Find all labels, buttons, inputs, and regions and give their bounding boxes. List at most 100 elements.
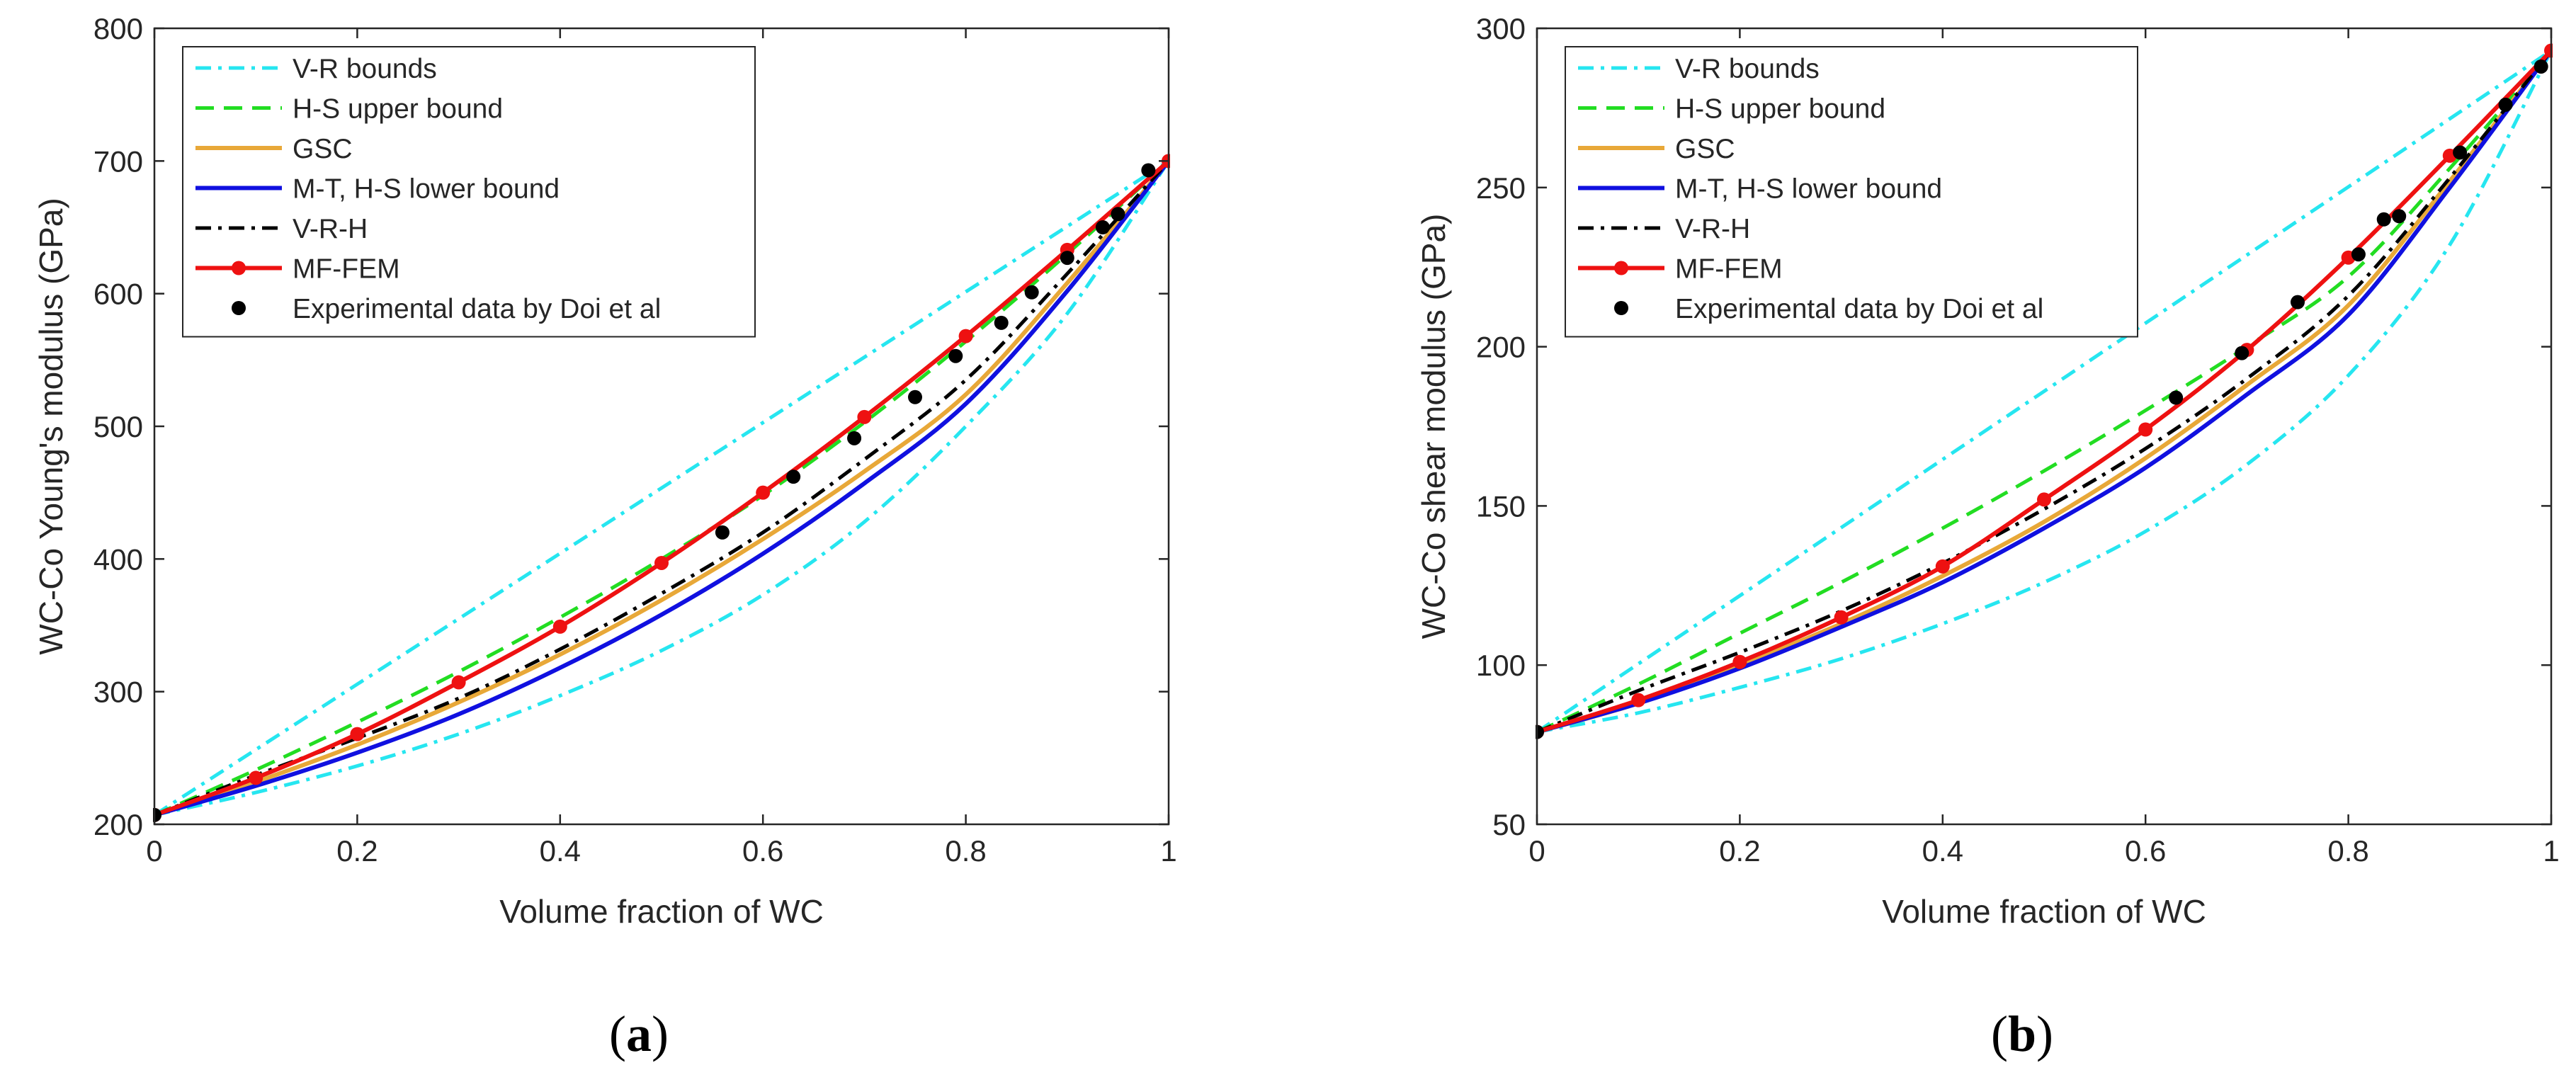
y-tick-label: 700 [93,144,143,178]
data-point-experimental-data-by-doi-et-al [715,525,730,540]
data-point-mf-fem [958,329,973,343]
series-line-v-r-bounds [153,159,1170,817]
series-line-m-t-h-s-lower-bound [154,159,1170,817]
caption-b: (b) [1991,1006,2053,1062]
legend-label-gsc: GSC [293,134,353,164]
data-point-experimental-data-by-doi-et-al [2376,212,2391,227]
legend-label-m-t-h-s-lower-bound: M-T, H-S lower bound [293,174,560,205]
legend-label-h-s-upper-bound: H-S upper bound [293,94,503,125]
series-line-h-s-upper-bound [153,159,1170,817]
series-line-v-r-bounds [1536,49,2553,734]
y-tick-label: 500 [93,410,143,443]
y-tick-label: 200 [1476,331,1526,364]
data-point-experimental-data-by-doi-et-al [1060,251,1074,266]
x-tick-label: 0 [1528,834,1545,868]
legend: V-R bounds H-S upper bound GSC M-T, H-S low… [182,46,756,338]
series-layer [153,154,1170,822]
y-tick-label: 300 [1476,12,1526,45]
plot-frame [1536,27,2553,826]
data-point-experimental-data-by-doi-et-al [1111,207,1125,222]
data-point-experimental-data-by-doi-et-al [1141,163,1156,178]
series-line-mf-fem [153,159,1170,817]
legend-swatch-experimental-data-by-doi-et-al [232,301,246,315]
data-point-mf-fem [756,485,771,500]
legend-label-experimental-data-by-doi-et-al: Experimental data by Doi et al [293,294,661,324]
x-tick-label: 0.8 [2327,834,2368,868]
legend-label-experimental-data-by-doi-et-al: Experimental data by Doi et al [1675,294,2043,324]
y-tick-label: 100 [1476,649,1526,682]
data-point-experimental-data-by-doi-et-al [2351,247,2366,262]
data-point-mf-fem [552,619,567,634]
data-point-mf-fem [1834,610,1849,625]
y-tick-label: 600 [93,278,143,311]
data-point-mf-fem [857,409,872,424]
x-tick-label: 0.4 [540,834,581,868]
legend-label-mf-fem: MF-FEM [293,254,400,285]
legend-marker-mf-fem [1614,261,1628,275]
data-point-experimental-data-by-doi-et-al [948,348,963,363]
data-point-mf-fem [1631,693,1646,707]
data-point-mf-fem [451,675,466,690]
data-point-experimental-data-by-doi-et-al [2235,346,2249,360]
series-line-gsc [1536,49,2553,734]
legend-label-gsc: GSC [1675,134,1735,164]
series-line-v-r-h [1536,49,2553,734]
legend-marker-mf-fem [232,261,246,275]
data-point-experimental-data-by-doi-et-al [2453,145,2468,160]
y-tick-label: 50 [1492,808,1526,841]
x-tick-label: 1 [1160,834,1176,868]
data-point-experimental-data-by-doi-et-al [2291,295,2305,309]
data-point-experimental-data-by-doi-et-al [1024,285,1039,300]
x-tick-label: 0 [146,834,162,868]
y-tick-label: 800 [93,12,143,45]
series-line-h-s-upper-bound [1536,49,2553,734]
x-tick-label: 0.4 [1922,834,1963,868]
legend-label-v-r-h: V-R-H [1675,214,1750,244]
data-point-mf-fem [1935,559,1950,574]
series-line-m-t-h-s-lower-bound [1536,49,2553,734]
data-point-experimental-data-by-doi-et-al [786,470,801,484]
data-point-mf-fem [654,555,669,570]
data-point-mf-fem [2138,422,2153,437]
tick-layer: 0 0.2 0.4 0.6 0.8 1 200 300 400 500 600 700 800 [93,12,1177,868]
series-line-v-r-bounds-lower [1536,50,2553,734]
data-point-mf-fem [1732,654,1747,669]
data-point-experimental-data-by-doi-et-al [847,431,862,445]
chart-a: 0 0.2 0.4 0.6 0.8 1 200 300 400 500 600 700 800 V-R … [33,12,1177,1062]
data-point-experimental-data-by-doi-et-al [2392,209,2407,224]
legend-label-v-r-bounds: V-R bounds [293,54,437,84]
legend-label-h-s-upper-bound: H-S upper bound [1675,94,1885,125]
legend-box [1565,46,2138,338]
x-axis-label: Volume fraction of WC [1882,893,2206,930]
data-point-experimental-data-by-doi-et-al [2498,97,2513,112]
y-axis-label: WC-Co shear modulus (GPa) [1415,214,1452,639]
data-point-experimental-data-by-doi-et-al [994,315,1009,330]
legend-label-m-t-h-s-lower-bound: M-T, H-S lower bound [1675,174,1942,205]
caption-a: (a) [609,1006,669,1062]
y-tick-label: 400 [93,542,143,576]
data-point-mf-fem [2037,492,2051,507]
x-tick-label: 0.8 [945,834,986,868]
x-tick-label: 0.2 [1719,834,1760,868]
series-line-gsc [154,159,1170,817]
y-tick-label: 300 [93,676,143,709]
data-point-experimental-data-by-doi-et-al [1095,220,1110,234]
data-point-mf-fem [350,727,365,741]
y-axis-label: WC-Co Young's modulus (GPa) [33,198,69,654]
legend: V-R bounds H-S upper bound GSC M-T, H-S low… [1565,46,2138,338]
legend-label-v-r-bounds: V-R bounds [1675,54,1820,84]
x-tick-label: 0.2 [336,834,378,868]
data-point-mf-fem [249,770,263,785]
legend-label-v-r-h: V-R-H [293,214,368,244]
caption-letter: a [626,1006,652,1062]
data-point-experimental-data-by-doi-et-al [2169,390,2184,405]
legend-label-mf-fem: MF-FEM [1675,254,1783,285]
x-tick-label: 0.6 [2125,834,2166,868]
legend-box [182,46,756,338]
legend-swatch-experimental-data-by-doi-et-al [1614,301,1628,315]
data-point-experimental-data-by-doi-et-al [2534,59,2548,74]
y-tick-label: 150 [1476,489,1526,523]
